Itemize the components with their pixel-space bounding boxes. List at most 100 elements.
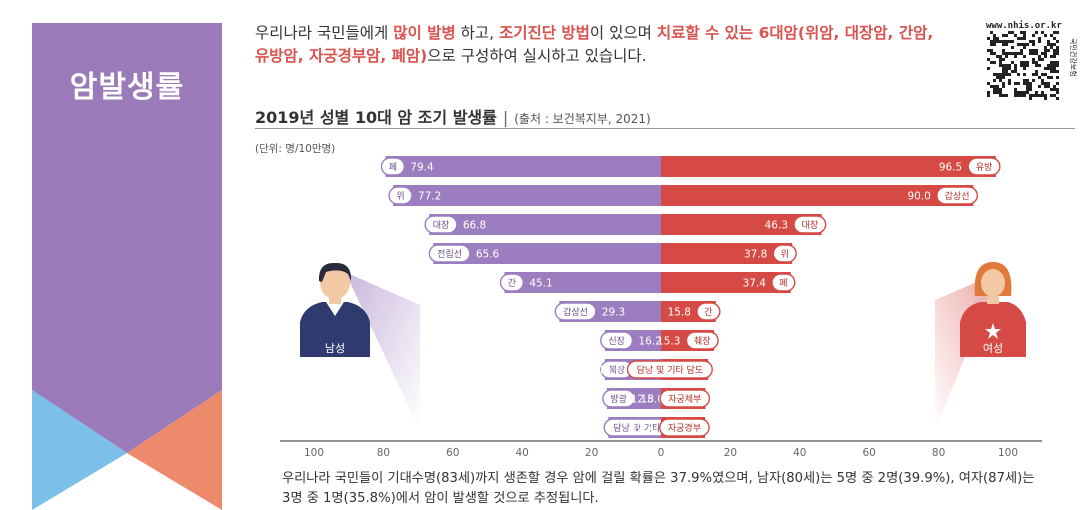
- intro-paragraph: 우리나라 국민들에게 많이 발병 하고, 조기진단 방법이 있으며 치료할 수 …: [255, 22, 945, 68]
- chart-source: (출처 : 보건복지부, 2021): [514, 112, 651, 126]
- female-category-label: 췌장: [694, 336, 711, 347]
- qr-side-text: 국민건강보험: [1069, 38, 1077, 77]
- female-category-pill: [967, 157, 1001, 176]
- female-category-pill: [659, 418, 710, 437]
- male-category-label: 대장: [433, 220, 450, 231]
- female-category-pill: [936, 186, 979, 205]
- x-tick-label: 20: [724, 447, 737, 459]
- intro-highlight: 많이 발병: [393, 24, 456, 42]
- female-value-label: 96.5: [939, 162, 962, 174]
- x-tick-label: 60: [863, 447, 876, 459]
- female-category-label: 위: [781, 249, 789, 260]
- banner-salmon-corner: [127, 390, 222, 510]
- female-bar: [661, 243, 793, 264]
- x-tick-label: 80: [377, 447, 390, 459]
- x-tick-label: 80: [932, 447, 945, 459]
- female-category-label: 유방: [976, 162, 993, 173]
- female-face: [981, 269, 1005, 297]
- title-divider: [255, 128, 1075, 129]
- section-title: 암발생률: [69, 70, 185, 105]
- qr-url-text: www.nhis.or.kr: [986, 21, 1062, 31]
- female-category-pill: [685, 331, 719, 350]
- female-category-label: 갑상선: [945, 190, 970, 202]
- x-tick-label: 0: [658, 447, 665, 459]
- male-category-pill: [388, 186, 413, 205]
- male-bar: [385, 156, 661, 177]
- intro-text: 으로 구성하여 실시하고 있습니다.: [427, 47, 647, 65]
- male-bar: [429, 214, 661, 235]
- female-category-pill: [659, 389, 711, 408]
- female-neck: [987, 294, 999, 304]
- female-value-label: 90.0: [907, 191, 930, 203]
- male-value-label: 65.6: [476, 249, 500, 261]
- intro-highlight: 치료할 수 있는 6대암(위암, 대장암, 간암, 유방암, 자궁경부암, 폐암…: [255, 24, 934, 65]
- unit-label: (단위: 명/10만명): [255, 143, 336, 155]
- x-tick-label: 100: [998, 447, 1018, 459]
- x-tick-label: 100: [304, 447, 324, 459]
- male-bar: [504, 272, 661, 293]
- female-value-label: 12.8: [631, 394, 654, 406]
- male-bar: [433, 243, 661, 264]
- male-category-label: 폐: [389, 161, 397, 173]
- chart-title: 2019년 성별 10대 암 조기 발생률 | (출처 : 보건복지부, 2021): [255, 104, 651, 128]
- x-tick-label: 40: [516, 447, 529, 459]
- female-category-label: 자궁체부: [668, 394, 701, 405]
- male-category-pill: [554, 302, 597, 321]
- male-category-label: 신장: [608, 336, 625, 347]
- female-value-label: 46.3: [765, 220, 788, 232]
- male-bar: [393, 185, 661, 206]
- section-banner: [32, 23, 222, 510]
- male-label: 남성: [325, 342, 345, 355]
- male-category-pill: [602, 389, 636, 408]
- male-value-label: 45.1: [529, 278, 552, 290]
- male-value-label: 77.2: [418, 191, 441, 203]
- male-value-label: 66.8: [463, 220, 486, 232]
- male-figure: 남성: [300, 262, 420, 430]
- female-value-label: 15.8: [668, 307, 691, 319]
- female-bar: [661, 214, 822, 235]
- male-category-pill: [428, 244, 471, 263]
- male-value-label: 29.3: [602, 307, 625, 319]
- female-value-label: 37.8: [744, 249, 767, 261]
- intro-text: 하고,: [455, 24, 499, 42]
- female-value-label: 12.7: [630, 423, 653, 435]
- intro-highlight: 조기진단 방법: [498, 24, 590, 42]
- male-category-label: 위: [396, 191, 404, 202]
- female-bar: [661, 272, 791, 293]
- banner-purple-ribbon: [32, 23, 222, 453]
- chart-title-text: 2019년 성별 10대 암 조기 발생률: [255, 108, 497, 127]
- female-category-label: 자궁경부: [668, 422, 701, 434]
- male-category-label: 췌장: [608, 365, 625, 376]
- male-category-label: 전립선: [437, 249, 462, 260]
- star-icon: [985, 323, 1001, 339]
- male-value-label: 15.6: [641, 394, 665, 406]
- chart-title-separator: |: [502, 108, 509, 127]
- male-hair: [318, 262, 352, 282]
- x-tick-label: 20: [585, 447, 598, 459]
- female-category-pill: [772, 244, 797, 263]
- male-category-pill: [499, 273, 525, 292]
- x-tick-label: 60: [446, 447, 459, 459]
- x-tick-label: 40: [793, 447, 806, 459]
- female-value-label: 15.3: [657, 336, 680, 348]
- female-category-pill: [626, 360, 713, 379]
- male-value-label: 79.4: [410, 162, 434, 174]
- female-category-label: 간: [704, 307, 712, 318]
- footnote: 우리나라 국민들이 기대수명(83세)까지 생존할 경우 암에 걸릴 확률은 3…: [282, 471, 1035, 506]
- male-category-pill: [424, 215, 458, 234]
- female-value-label: 13.6: [598, 365, 622, 377]
- male-category-pill: [600, 331, 634, 350]
- male-category-pill: [380, 157, 406, 176]
- qr-code[interactable]: 국민건강보험: [985, 20, 1077, 112]
- male-collar: [326, 302, 344, 316]
- female-bar: [661, 156, 996, 177]
- female-category-pill: [793, 215, 827, 234]
- male-face: [320, 267, 350, 299]
- banner-blue-corner: [32, 390, 127, 510]
- female-label: 여성: [983, 342, 1003, 355]
- male-category-label: 갑상선: [563, 306, 588, 318]
- male-category-label: 간: [508, 278, 516, 289]
- female-category-label: 대장: [802, 220, 819, 231]
- female-figure: 여성: [935, 262, 1026, 430]
